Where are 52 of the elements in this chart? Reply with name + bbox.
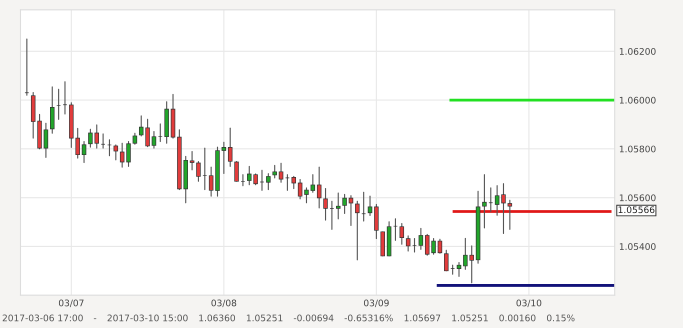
- candlestick: [400, 222, 404, 245]
- y-tick-label: 1.06200: [620, 48, 656, 55]
- candlestick: [253, 173, 258, 186]
- candlestick: [406, 235, 410, 252]
- candlestick: [132, 132, 138, 145]
- text: -: [94, 318, 96, 320]
- candlestick: [88, 128, 93, 148]
- candlestick: [228, 128, 232, 167]
- y-tick-label: 1.06000: [620, 96, 656, 104]
- candlestick: [482, 174, 487, 228]
- text: -0.65316%: [344, 314, 393, 322]
- candlestick: [120, 142, 124, 168]
- text: 0.00160: [499, 314, 536, 322]
- text: 2017-03-10 15:00: [108, 314, 188, 322]
- candlestick: [126, 140, 131, 167]
- candlestick: [444, 250, 449, 272]
- candlestick: [469, 245, 474, 284]
- x-tick-label: 03/10: [516, 300, 542, 308]
- text: 1.05251: [246, 314, 282, 322]
- text: 1.06360: [199, 314, 236, 322]
- candlestick: [272, 164, 277, 178]
- text: 2017-03-06 17:00: [2, 314, 83, 322]
- candlestick: [292, 176, 296, 190]
- text: 1.05566: [618, 206, 654, 214]
- candlestick: [278, 162, 284, 183]
- x-tick-label: 03/07: [58, 300, 84, 308]
- candlestick: [418, 228, 424, 250]
- text: 0.15%: [546, 314, 575, 322]
- candlestick: [310, 174, 316, 193]
- candlestick: [50, 86, 55, 134]
- x-tick-label: 03/09: [364, 300, 389, 308]
- candlestick: [75, 128, 80, 159]
- y-tick-label: 1.05600: [620, 194, 656, 202]
- candlestick: [234, 160, 239, 182]
- candlestick: [355, 200, 360, 260]
- candlestick: [323, 188, 328, 221]
- text: 1.05251: [452, 314, 488, 322]
- candlestick: [424, 234, 430, 256]
- y-tick-label: 1.05400: [620, 243, 656, 250]
- candlestick: [336, 192, 341, 220]
- candlestick: [316, 166, 322, 208]
- candlestick: [138, 115, 144, 136]
- x-tick-label: 03/08: [211, 300, 236, 308]
- candlestick: [94, 124, 100, 149]
- y-tick-label: 1.05800: [620, 146, 656, 152]
- text: -0.00694: [294, 314, 334, 322]
- candlestick: [266, 173, 271, 190]
- candlestick: [508, 200, 512, 230]
- candlestick: [114, 144, 118, 160]
- candlestick: [247, 166, 252, 186]
- candlestick: [82, 140, 86, 164]
- text: 1.05697: [404, 314, 440, 322]
